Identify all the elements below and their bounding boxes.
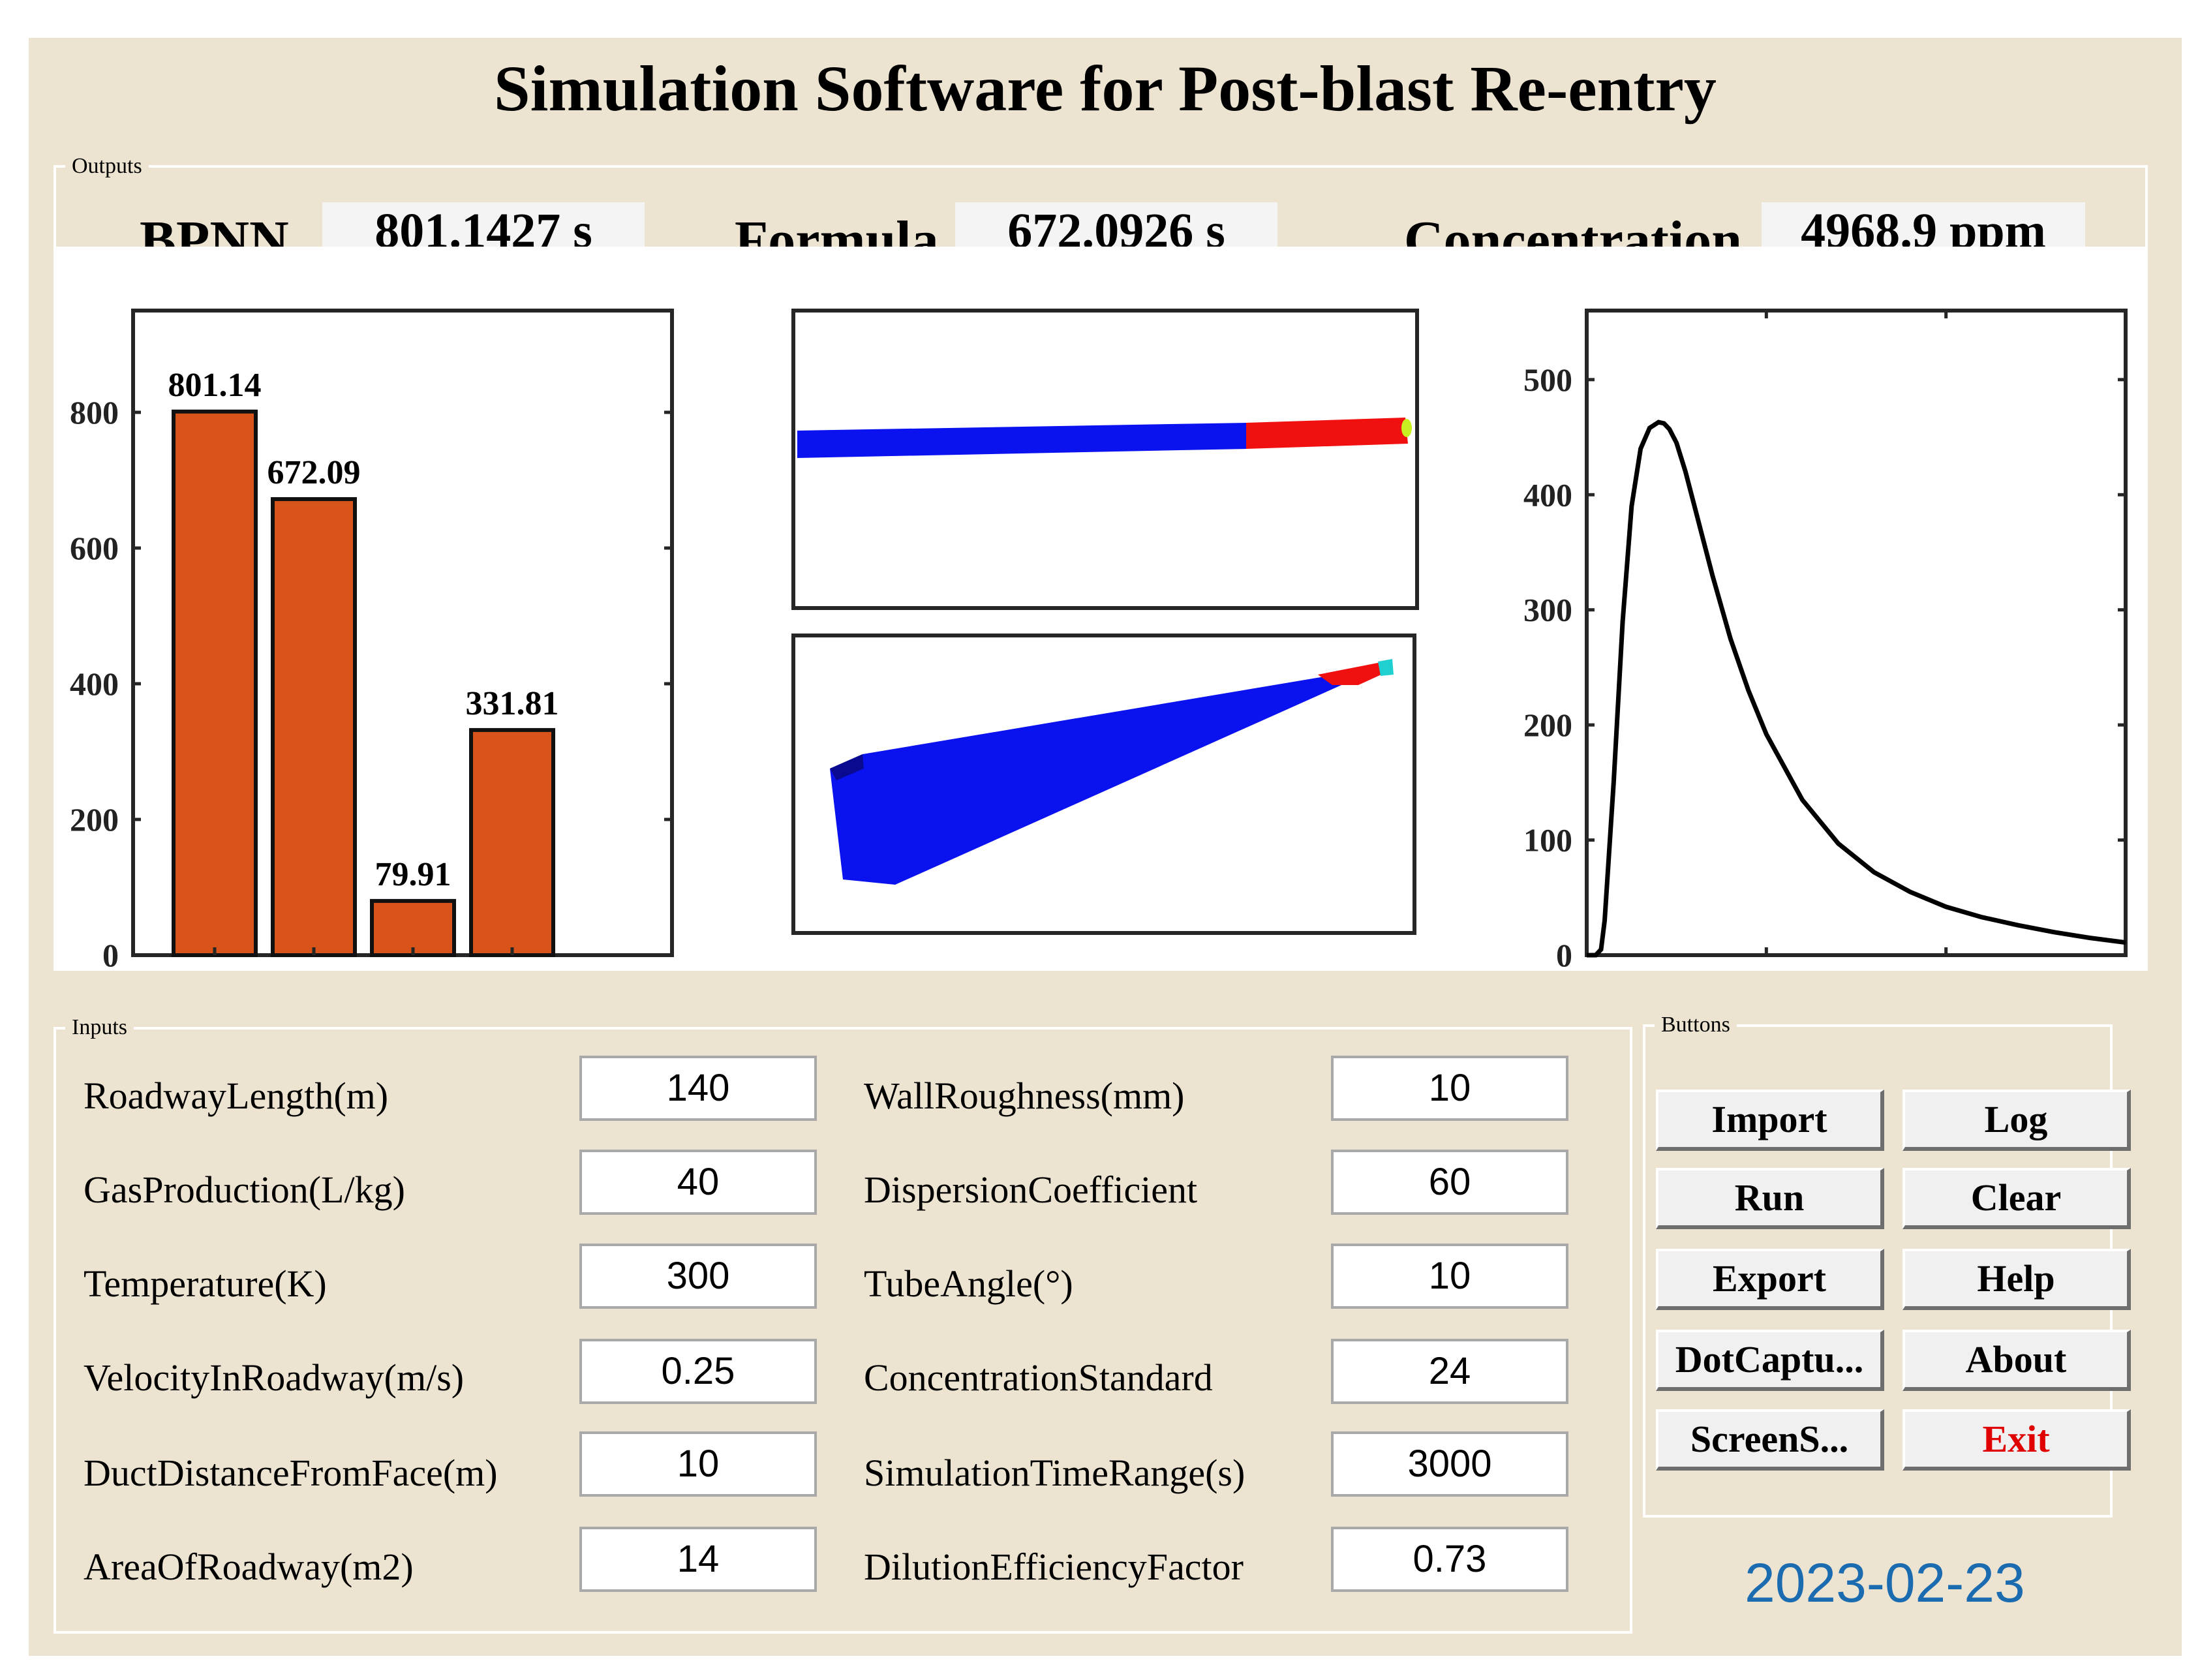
dispersion-coefficient-input[interactable]: 60 bbox=[1331, 1150, 1568, 1215]
input-label: AreaOfRoadway(m2) bbox=[84, 1546, 414, 1588]
input-label: RoadwayLength(m) bbox=[84, 1075, 389, 1117]
input-label: DuctDistanceFromFace(m) bbox=[84, 1452, 498, 1494]
bar-value-label: 801.14 bbox=[168, 367, 262, 404]
exit-button[interactable]: Exit bbox=[1902, 1409, 2131, 1471]
about-button[interactable]: About bbox=[1902, 1330, 2131, 1391]
line-y-tick-label: 300 bbox=[1523, 592, 1572, 628]
app-title: Simulation Software for Post-blast Re-en… bbox=[494, 52, 1717, 125]
bar-y-tick-label: 200 bbox=[70, 801, 119, 838]
buttons-group-label: Buttons bbox=[1655, 1013, 1737, 1037]
tube-side-tip bbox=[1378, 659, 1394, 676]
input-label: ConcentrationStandard bbox=[864, 1356, 1213, 1399]
line-y-tick-label: 400 bbox=[1523, 476, 1572, 513]
tube-top-frame bbox=[791, 309, 1419, 610]
export-button[interactable]: Export bbox=[1656, 1249, 1884, 1310]
run-button[interactable]: Run bbox=[1656, 1168, 1884, 1229]
velocity-input[interactable]: 0.25 bbox=[579, 1339, 817, 1404]
screenshot-button[interactable]: ScreenS... bbox=[1656, 1409, 1884, 1471]
tube-side-red bbox=[1318, 662, 1390, 685]
tube-side-view bbox=[791, 634, 1416, 935]
temperature-input[interactable]: 300 bbox=[579, 1244, 817, 1309]
line-y-tick-label: 100 bbox=[1523, 822, 1572, 859]
input-label: VelocityInRoadway(m/s) bbox=[84, 1356, 465, 1399]
line-y-tick-label: 200 bbox=[1523, 707, 1572, 743]
tube-top-cap bbox=[1401, 419, 1412, 437]
line-chart-axes bbox=[1585, 309, 2128, 957]
date-label: 2023-02-23 bbox=[1745, 1552, 2025, 1613]
input-label: Temperature(K) bbox=[84, 1262, 327, 1305]
bar-bpnn bbox=[172, 409, 258, 958]
bar-y-tick-label: 0 bbox=[102, 937, 119, 971]
gas-production-input[interactable]: 40 bbox=[579, 1150, 817, 1215]
bar-y-tick-label: 600 bbox=[70, 530, 119, 566]
bar-value-label: 79.91 bbox=[375, 856, 451, 893]
dotcapture-button[interactable]: DotCaptu... bbox=[1656, 1330, 1884, 1391]
bar-value-label: 672.09 bbox=[267, 454, 361, 491]
input-label: TubeAngle(°) bbox=[864, 1262, 1073, 1305]
duct-distance-input[interactable]: 10 bbox=[579, 1431, 817, 1497]
bar-y-tick-label: 800 bbox=[70, 394, 119, 431]
tube-top-blue bbox=[797, 423, 1246, 458]
log-button[interactable]: Log bbox=[1902, 1090, 2131, 1151]
roadway-length-input[interactable]: 140 bbox=[579, 1056, 817, 1121]
outputs-group-label: Outputs bbox=[65, 154, 149, 179]
dilution-efficiency-input[interactable]: 0.73 bbox=[1331, 1527, 1568, 1592]
tube-side-dark bbox=[830, 754, 864, 780]
area-of-roadway-input[interactable]: 14 bbox=[579, 1527, 817, 1592]
bar-value-label: 331.81 bbox=[466, 685, 559, 722]
input-label: DispersionCoefficient bbox=[864, 1168, 1198, 1211]
input-label: WallRoughness(mm) bbox=[864, 1075, 1185, 1117]
bar-power bbox=[469, 727, 555, 957]
tube-angle-input[interactable]: 10 bbox=[1331, 1244, 1568, 1309]
input-label: GasProduction(L/kg) bbox=[84, 1168, 405, 1211]
bar-ex2 bbox=[370, 898, 456, 958]
bar-ex1 bbox=[271, 497, 357, 957]
tube-top-red bbox=[1246, 418, 1408, 449]
line-y-tick-label: 0 bbox=[1556, 937, 1572, 971]
concentration-standard-input[interactable]: 24 bbox=[1331, 1339, 1568, 1404]
import-button[interactable]: Import bbox=[1656, 1090, 1884, 1151]
inputs-group bbox=[53, 1027, 1632, 1634]
wall-roughness-input[interactable]: 10 bbox=[1331, 1056, 1568, 1121]
input-label: SimulationTimeRange(s) bbox=[864, 1452, 1245, 1494]
concentration-curve bbox=[1587, 420, 2126, 958]
input-label: DilutionEfficiencyFactor bbox=[864, 1546, 1244, 1588]
tube-top-view bbox=[791, 309, 1419, 610]
simulation-time-range-input[interactable]: 3000 bbox=[1331, 1431, 1568, 1497]
inputs-group-label: Inputs bbox=[65, 1015, 134, 1040]
bar-y-tick-label: 400 bbox=[70, 665, 119, 702]
clear-button[interactable]: Clear bbox=[1902, 1168, 2131, 1229]
tube-side-blue bbox=[830, 664, 1384, 885]
help-button[interactable]: Help bbox=[1902, 1249, 2131, 1310]
line-y-tick-label: 500 bbox=[1523, 361, 1572, 398]
